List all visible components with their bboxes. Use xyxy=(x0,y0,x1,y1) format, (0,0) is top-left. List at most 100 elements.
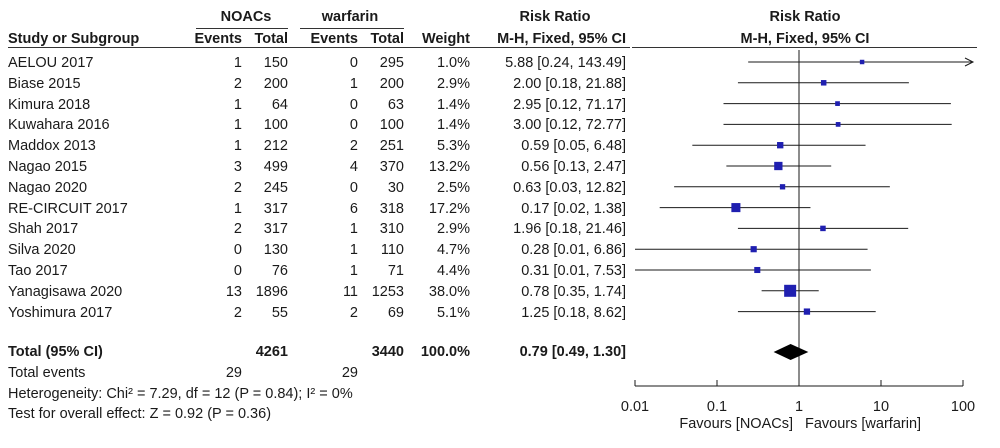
events1-cell: 1 xyxy=(233,200,242,217)
events2-cell: 0 xyxy=(349,117,358,134)
events2-cell: 2 xyxy=(349,138,358,155)
total2-cell: 310 xyxy=(379,221,404,238)
study-name: Yanagisawa 2020 xyxy=(8,283,123,300)
events2-cell: 0 xyxy=(349,55,358,71)
events2-cell: 1 xyxy=(349,242,358,259)
weight-cell: 1.4% xyxy=(436,96,470,113)
study-point-marker xyxy=(835,101,840,106)
total2-cell: 30 xyxy=(387,179,404,196)
weight-cell: 1.0% xyxy=(436,55,470,71)
ci-cell: 2.95 [0.12, 71.17] xyxy=(513,96,626,113)
weight-cell: 38.0% xyxy=(428,283,470,300)
weight-column-header: Weight xyxy=(421,31,470,47)
ci-arrow-icon xyxy=(964,57,975,67)
events2-cell: 0 xyxy=(349,96,358,113)
study-point-marker xyxy=(820,225,826,232)
ci-cell: 0.56 [0.13, 2.47] xyxy=(521,159,626,175)
total1-cell: 245 xyxy=(263,179,288,196)
total1-cell: 64 xyxy=(271,96,288,113)
total2-cell: 295 xyxy=(379,55,404,71)
x-tick-label: 0.1 xyxy=(707,399,727,415)
weight-cell: 13.2% xyxy=(428,159,470,175)
total2-cell: 251 xyxy=(379,138,404,155)
ci-cell: 1.96 [0.18, 21.46] xyxy=(513,221,626,238)
x-tick-label: 100 xyxy=(951,399,975,415)
events2-column-header: Events xyxy=(310,31,358,47)
events1-cell: 1 xyxy=(233,55,242,71)
study-name: RE-CIRCUIT 2017 xyxy=(8,200,128,217)
ci-cell: 0.63 [0.03, 12.82] xyxy=(513,179,626,196)
ci-cell: 5.88 [0.24, 143.49] xyxy=(505,55,626,71)
events1-cell: 1 xyxy=(233,138,242,155)
events2-cell: 1 xyxy=(349,263,358,279)
events2-cell: 2 xyxy=(349,304,358,321)
group2-header: warfarin xyxy=(321,9,379,25)
study-name: Shah 2017 xyxy=(8,221,79,238)
events1-cell: 3 xyxy=(233,159,242,175)
ci-cell: 1.25 [0.18, 8.62] xyxy=(521,304,626,321)
total1-cell: 317 xyxy=(263,221,288,238)
total-events2-value: 29 xyxy=(341,365,358,381)
events1-cell: 1 xyxy=(233,117,242,134)
events2-cell: 1 xyxy=(349,75,358,92)
total2-cell: 71 xyxy=(387,263,404,279)
study-point-marker xyxy=(731,203,741,213)
ci-cell: 0.59 [0.05, 6.48] xyxy=(521,138,626,155)
study-point-marker xyxy=(779,184,786,190)
overall-effect-text: Test for overall effect: Z = 0.92 (P = 0… xyxy=(8,406,272,422)
study-name: Biase 2015 xyxy=(8,75,81,92)
study-point-marker xyxy=(835,122,841,127)
study-name: Nagao 2015 xyxy=(8,159,88,175)
study-name: Nagao 2020 xyxy=(8,179,88,196)
weight-cell: 1.4% xyxy=(436,117,470,134)
plot-header-rule xyxy=(632,47,977,48)
total2-cell: 110 xyxy=(380,242,404,259)
plot-method-header: M-H, Fixed, 95% CI xyxy=(740,31,870,47)
events1-cell: 2 xyxy=(233,179,242,196)
group1-rule xyxy=(196,28,288,29)
study-column-header: Study or Subgroup xyxy=(8,31,140,47)
weight-cell: 17.2% xyxy=(428,200,470,217)
total1-column-header: Total xyxy=(254,31,288,47)
ci-cell: 0.78 [0.35, 1.74] xyxy=(521,283,626,300)
total1-cell: 100 xyxy=(263,117,288,134)
total2-cell: 69 xyxy=(387,304,404,321)
ci-cell: 3.00 [0.12, 72.77] xyxy=(513,117,626,134)
total2-cell: 318 xyxy=(379,200,404,217)
total2-column-header: Total xyxy=(370,31,404,47)
total1-cell: 1896 xyxy=(255,283,288,300)
total1-cell: 317 xyxy=(263,200,288,217)
total1-cell: 55 xyxy=(271,304,288,321)
study-name: Kimura 2018 xyxy=(8,96,91,113)
total-weight-value: 100.0% xyxy=(420,344,470,360)
weight-cell: 2.5% xyxy=(436,179,470,196)
total1-cell: 150 xyxy=(263,55,288,71)
ci-column-header: M-H, Fixed, 95% CI xyxy=(497,31,626,47)
weight-cell: 5.3% xyxy=(436,138,470,155)
x-tick-label: 1 xyxy=(795,399,803,415)
events1-cell: 2 xyxy=(233,304,242,321)
study-point-marker xyxy=(777,142,784,149)
study-name: Tao 2017 xyxy=(8,263,68,279)
events1-column-header: Events xyxy=(194,31,242,47)
study-name: Silva 2020 xyxy=(8,242,76,259)
events1-cell: 2 xyxy=(233,221,242,238)
events1-cell: 1 xyxy=(233,96,242,113)
total2-cell: 200 xyxy=(379,75,404,92)
ci-cell: 0.17 [0.02, 1.38] xyxy=(521,200,626,217)
total2-cell: 370 xyxy=(379,159,404,175)
study-point-marker xyxy=(784,284,797,297)
events2-cell: 4 xyxy=(349,159,358,175)
weight-cell: 4.7% xyxy=(436,242,470,259)
total1-cell: 130 xyxy=(263,242,288,259)
favours-left-label: Favours [NOACs] xyxy=(679,416,793,432)
total-events1-value: 29 xyxy=(225,365,242,381)
group1-header: NOACs xyxy=(220,9,272,25)
events1-cell: 13 xyxy=(225,283,242,300)
plot-risk-ratio-header: Risk Ratio xyxy=(769,9,841,25)
study-point-marker xyxy=(803,308,811,315)
total-label: Total (95% CI) xyxy=(8,344,103,360)
study-point-marker xyxy=(820,80,827,86)
study-name: AELOU 2017 xyxy=(8,55,94,71)
